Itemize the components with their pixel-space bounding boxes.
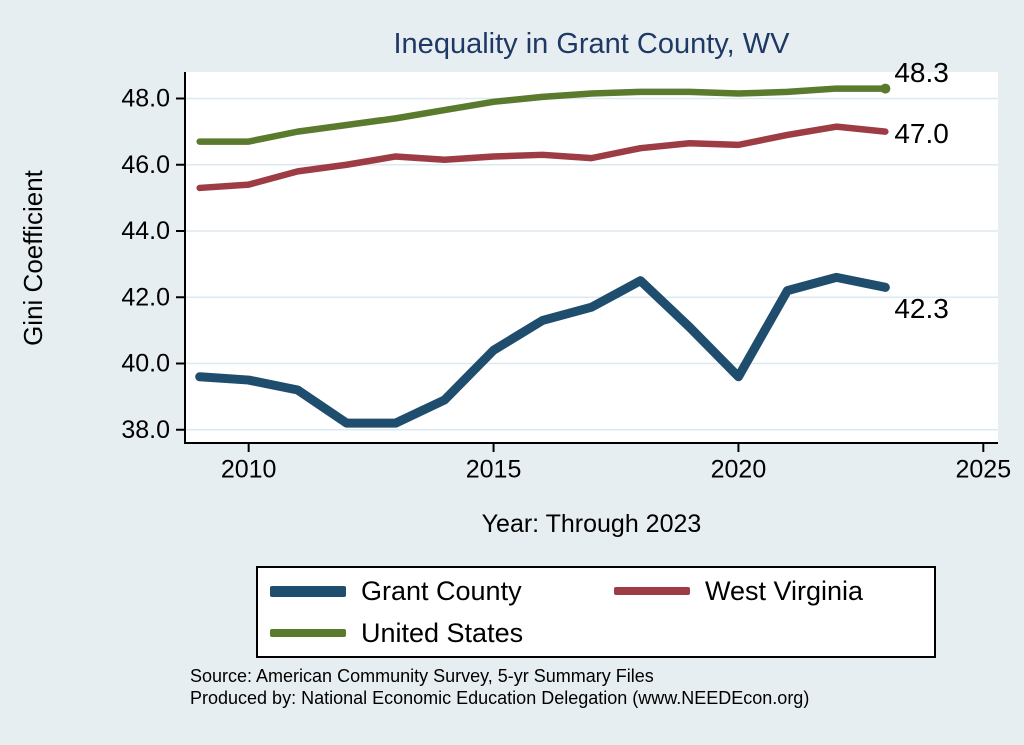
legend-swatch-grant-county [270, 585, 346, 597]
x-tick-label: 2015 [466, 456, 522, 484]
y-tick-label: 48.0 [121, 85, 170, 113]
legend-label-grant-county: Grant County [361, 575, 522, 606]
legend: Grant County West Virginia United States [256, 566, 936, 658]
x-axis-title: Year: Through 2023 [481, 510, 702, 538]
legend-swatch-united-states [270, 628, 346, 638]
y-tick-label: 38.0 [121, 416, 170, 444]
series-line-united-states [196, 85, 889, 145]
legend-item-united-states: United States [270, 618, 614, 649]
chart-title: Inequality in Grant County, WV [393, 28, 790, 60]
legend-item-grant-county: Grant County [270, 576, 614, 607]
y-tick-label: 42.0 [121, 283, 170, 311]
legend-label-united-states: United States [361, 617, 524, 648]
x-tick-label: 2025 [955, 456, 1011, 484]
legend-row: Grant County West Virginia [270, 576, 934, 607]
x-tick-label: 2010 [221, 456, 277, 484]
end-label-west-virginia: 47.0 [894, 118, 949, 149]
produced-by-line: Produced by: National Economic Education… [190, 688, 810, 708]
y-tick-label: 44.0 [121, 217, 170, 245]
legend-item-west-virginia: West Virginia [614, 576, 863, 607]
series-line-west-virginia [196, 123, 889, 192]
end-label-grant-county: 42.3 [894, 293, 949, 324]
series-line-grant-county [195, 272, 890, 428]
legend-swatch-west-virginia [614, 586, 690, 596]
legend-label-west-virginia: West Virginia [705, 575, 864, 606]
y-axis-title: Gini Coefficient [18, 170, 48, 346]
plot-area [185, 72, 998, 443]
end-label-united-states: 48.3 [894, 57, 949, 88]
source-line: Source: American Community Survey, 5-yr … [190, 666, 654, 686]
y-tick-label: 40.0 [121, 350, 170, 378]
x-tick-label: 2020 [711, 456, 767, 484]
y-tick-label: 46.0 [121, 151, 170, 179]
source-note: Source: American Community Survey, 5-yr … [190, 665, 809, 709]
series-end-dot-united-states [880, 83, 891, 94]
legend-row: United States [270, 618, 934, 649]
